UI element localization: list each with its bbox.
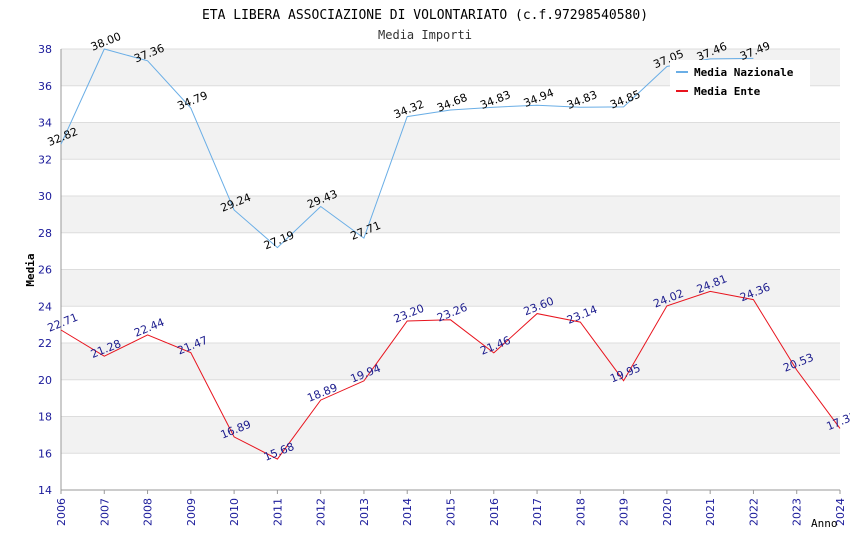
y-tick-label: 26 (38, 264, 52, 277)
y-tick-label: 32 (38, 153, 52, 166)
x-tick-label: 2007 (98, 498, 111, 526)
x-tick-label: 2012 (315, 498, 328, 526)
y-tick-label: 30 (38, 190, 52, 203)
legend: Media Nazionale Media Ente (670, 60, 810, 102)
x-tick-label: 2021 (704, 498, 717, 526)
y-tick-labels: 14 16 18 20 22 24 26 28 30 32 34 36 38 (38, 43, 52, 497)
x-tick-label: 2024 (834, 498, 847, 526)
series-line-nazionale (60, 48, 754, 249)
x-tick-label: 2009 (185, 498, 198, 526)
grid-band (61, 269, 840, 307)
x-tick-label: 2014 (401, 498, 414, 526)
x-tick-label: 2018 (574, 498, 587, 526)
x-tick-label: 2013 (358, 498, 371, 526)
grid-band (61, 343, 840, 380)
grid-band (61, 416, 840, 454)
legend-entry: Media Nazionale (694, 66, 794, 79)
grid-band (61, 122, 840, 160)
grid-band (61, 306, 840, 343)
x-tick-label: 2019 (618, 498, 631, 526)
x-axis-label: Anno (811, 517, 838, 530)
grid-band (61, 159, 840, 196)
grid-band (61, 379, 840, 417)
x-tick-label: 2015 (445, 498, 458, 526)
y-tick-label: 18 (38, 411, 52, 424)
chart-subtitle: Media Importi (378, 28, 472, 42)
y-tick-label: 34 (38, 117, 52, 130)
legend-box (670, 60, 810, 102)
grid-bands (61, 49, 840, 490)
y-tick-label: 38 (38, 43, 52, 56)
y-tick-label: 20 (38, 374, 52, 387)
axes (60, 49, 841, 494)
y-tick-label: 36 (38, 80, 52, 93)
x-tick-label: 2006 (55, 498, 68, 526)
x-tick-label: 2017 (531, 498, 544, 526)
x-tick-label: 2016 (488, 498, 501, 526)
y-tick-label: 24 (38, 300, 52, 313)
x-tick-label: 2010 (228, 498, 241, 526)
series-lines (60, 48, 841, 460)
y-axis-label: Media (24, 253, 37, 286)
x-tick-label: 2022 (747, 498, 760, 526)
grid-band (61, 232, 840, 270)
x-tick-label: 2023 (791, 498, 804, 526)
legend-entry: Media Ente (694, 85, 761, 98)
series-line-ente (60, 290, 841, 460)
x-tick-label: 2011 (271, 498, 284, 526)
x-tick-label: 2008 (142, 498, 155, 526)
x-tick-labels: 2006 2007 2008 2009 2010 2011 2012 2013 2014 2015… (55, 498, 847, 526)
y-tick-label: 16 (38, 447, 52, 460)
x-tick-label: 2020 (661, 498, 674, 526)
y-tick-label: 22 (38, 337, 52, 350)
grid-band (61, 196, 840, 233)
chart-title: ETA LIBERA ASSOCIAZIONE DI VOLONTARIATO … (202, 8, 648, 23)
grid-band (61, 453, 840, 490)
y-tick-label: 28 (38, 227, 52, 240)
y-tick-label: 14 (38, 484, 52, 497)
